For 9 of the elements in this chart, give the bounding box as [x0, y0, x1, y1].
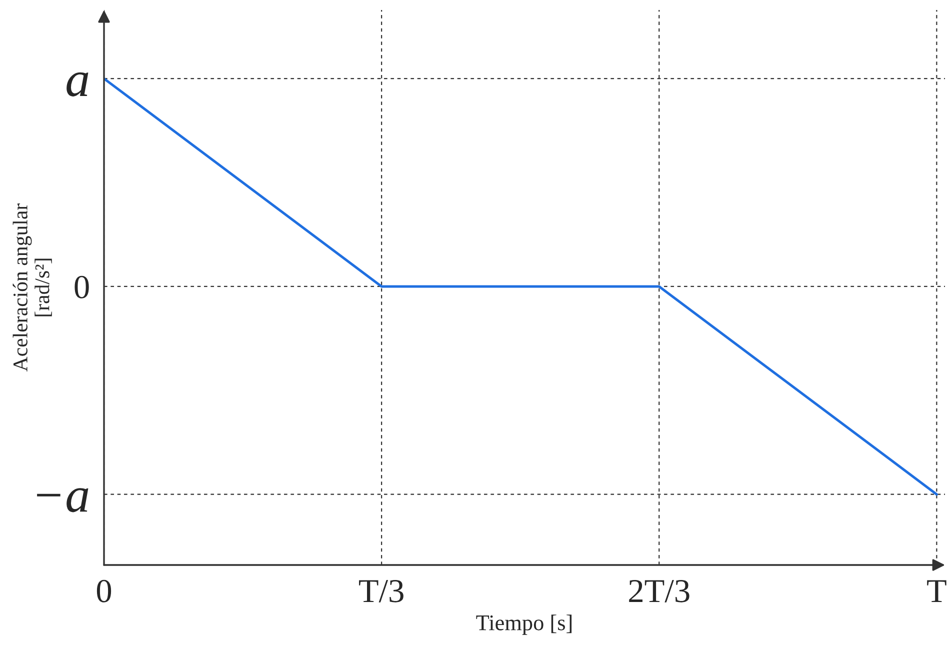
x-tick-label: T: [927, 580, 946, 602]
text: −a: [37, 488, 88, 512]
y-axis-title: Aceleración angular [rad/s²]: [12, 204, 52, 372]
x-tick-label: 2T/3: [629, 580, 690, 602]
x-tick-label: 0: [96, 580, 112, 602]
text: a: [66, 72, 88, 96]
x-axis-title: Tiempo [s]: [476, 614, 572, 635]
x-tick-label: T/3: [359, 580, 404, 602]
text: 0: [74, 276, 89, 298]
